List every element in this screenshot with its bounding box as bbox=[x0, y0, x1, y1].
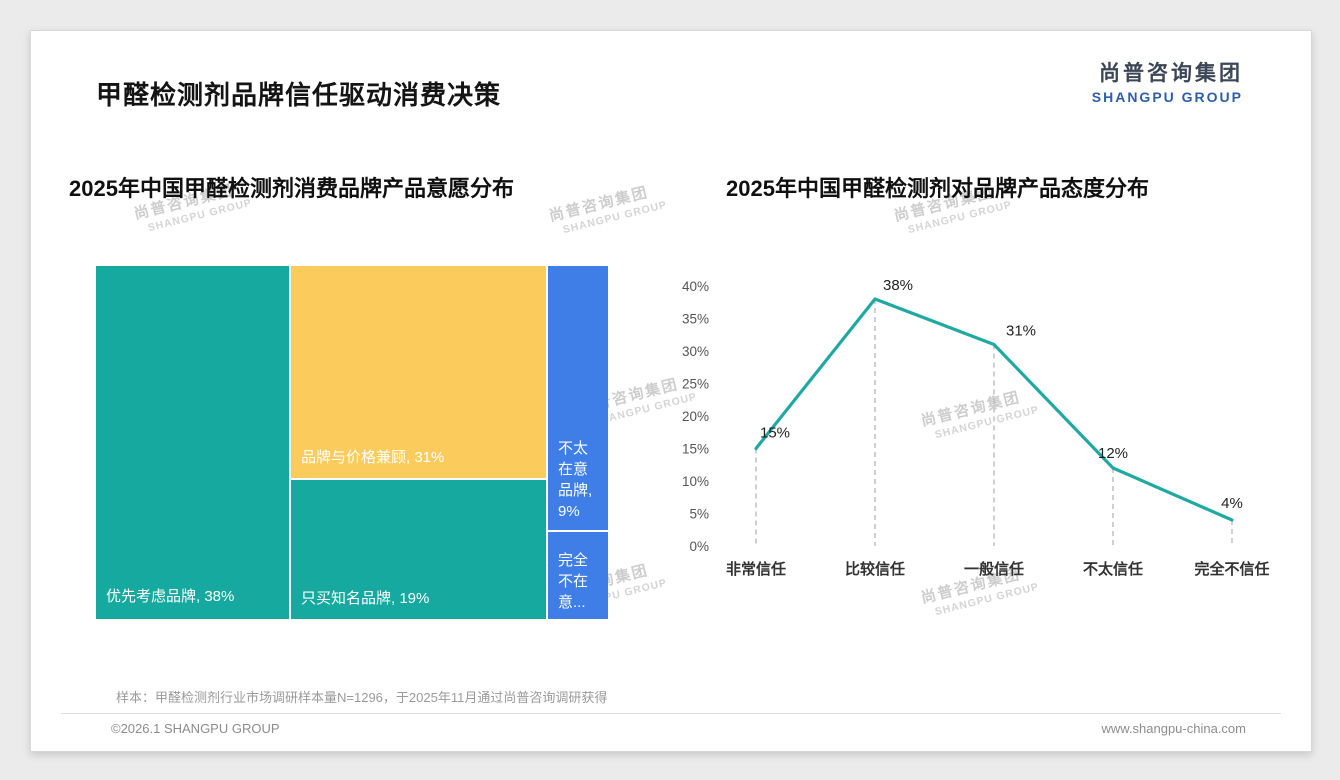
logo-english-name: SHANGPU GROUP bbox=[1091, 89, 1243, 105]
treemap-block-label: 完全不在意... bbox=[558, 552, 589, 611]
website-url: www.shangpu-china.com bbox=[1101, 721, 1246, 736]
data-point-label: 38% bbox=[883, 277, 913, 294]
watermark-cn: 尚普咨询集团 bbox=[547, 183, 651, 226]
y-axis-tick-label: 35% bbox=[682, 312, 709, 327]
treemap-block-label: 不太在意品牌, 9% bbox=[558, 440, 593, 520]
data-point-label: 31% bbox=[1006, 323, 1036, 340]
y-axis-tick-label: 20% bbox=[682, 409, 709, 424]
x-axis-category-label: 一般信任 bbox=[964, 560, 1024, 578]
y-axis-tick-label: 5% bbox=[689, 507, 709, 522]
attitude-series-line bbox=[754, 297, 1234, 522]
logo-chinese-name: 尚普咨询集团 bbox=[1099, 62, 1243, 85]
treemap-block-famous-brand-only: 只买知名品牌, 19% bbox=[291, 480, 546, 619]
brand-attitude-line-chart: 0% 5% 10% 15% 20% 25% 30% 35% 40% 15% 38% 31% 12% 4% 非… bbox=[682, 277, 1270, 578]
watermark: 尚普咨询集团 SHANGPU GROUP bbox=[547, 177, 669, 238]
treemap-block-label: 优先考虑品牌, 38% bbox=[106, 588, 235, 605]
sample-note: 样本：甲醛检测剂行业市场调研样本量N=1296，于2025年11月通过尚普咨询调… bbox=[116, 690, 608, 705]
treemap-block-label: 只买知名品牌, 19% bbox=[301, 590, 430, 607]
treemap-block-not-care-much: 不太在意品牌, 9% bbox=[548, 266, 608, 530]
slide-card: 尚普咨询集团 SHANGPU GROUP 尚普咨询集团 SHANGPU GROU… bbox=[30, 30, 1312, 752]
data-point-label: 4% bbox=[1221, 495, 1243, 512]
company-logo: 尚普咨询集团 SHANGPU GROUP bbox=[1092, 57, 1243, 105]
treemap-block-label: 品牌与价格兼顾, 31% bbox=[301, 449, 445, 466]
data-point-label: 12% bbox=[1098, 445, 1128, 462]
y-axis-tick-label: 40% bbox=[682, 279, 709, 294]
line-chart-title: 2025年中国甲醛检测剂对品牌产品态度分布 bbox=[726, 176, 1149, 201]
treemap-chart-title: 2025年中国甲醛检测剂消费品牌产品意愿分布 bbox=[69, 176, 514, 201]
data-point-label: 15% bbox=[760, 425, 790, 442]
y-axis-tick-label: 0% bbox=[689, 539, 709, 554]
y-axis-tick-label: 10% bbox=[682, 474, 709, 489]
copyright-text: ©2026.1 SHANGPU GROUP bbox=[111, 721, 280, 736]
treemap-block-prefer-brand: 优先考虑品牌, 38% bbox=[96, 266, 289, 619]
x-axis-category-label: 不太信任 bbox=[1083, 560, 1143, 578]
x-axis-category-label: 非常信任 bbox=[726, 560, 786, 578]
page-title: 甲醛检测剂品牌信任驱动消费决策 bbox=[96, 80, 502, 110]
y-axis-tick-label: 30% bbox=[682, 344, 709, 359]
treemap-block-not-care-at-all: 完全不在意... bbox=[548, 532, 608, 619]
watermark-en: SHANGPU GROUP bbox=[561, 198, 669, 237]
y-axis-tick-label: 25% bbox=[682, 377, 709, 392]
x-axis-category-label: 完全不信任 bbox=[1194, 560, 1269, 578]
treemap-block-brand-and-price: 品牌与价格兼顾, 31% bbox=[291, 266, 546, 478]
y-axis-tick-label: 15% bbox=[682, 442, 709, 457]
footer-divider bbox=[61, 713, 1281, 714]
x-axis-category-label: 比较信任 bbox=[845, 560, 905, 578]
brand-willingness-treemap: 优先考虑品牌, 38% 品牌与价格兼顾, 31% 只买知名品牌, 19% 不太在… bbox=[96, 266, 608, 619]
watermark-en: SHANGPU GROUP bbox=[906, 198, 1014, 237]
